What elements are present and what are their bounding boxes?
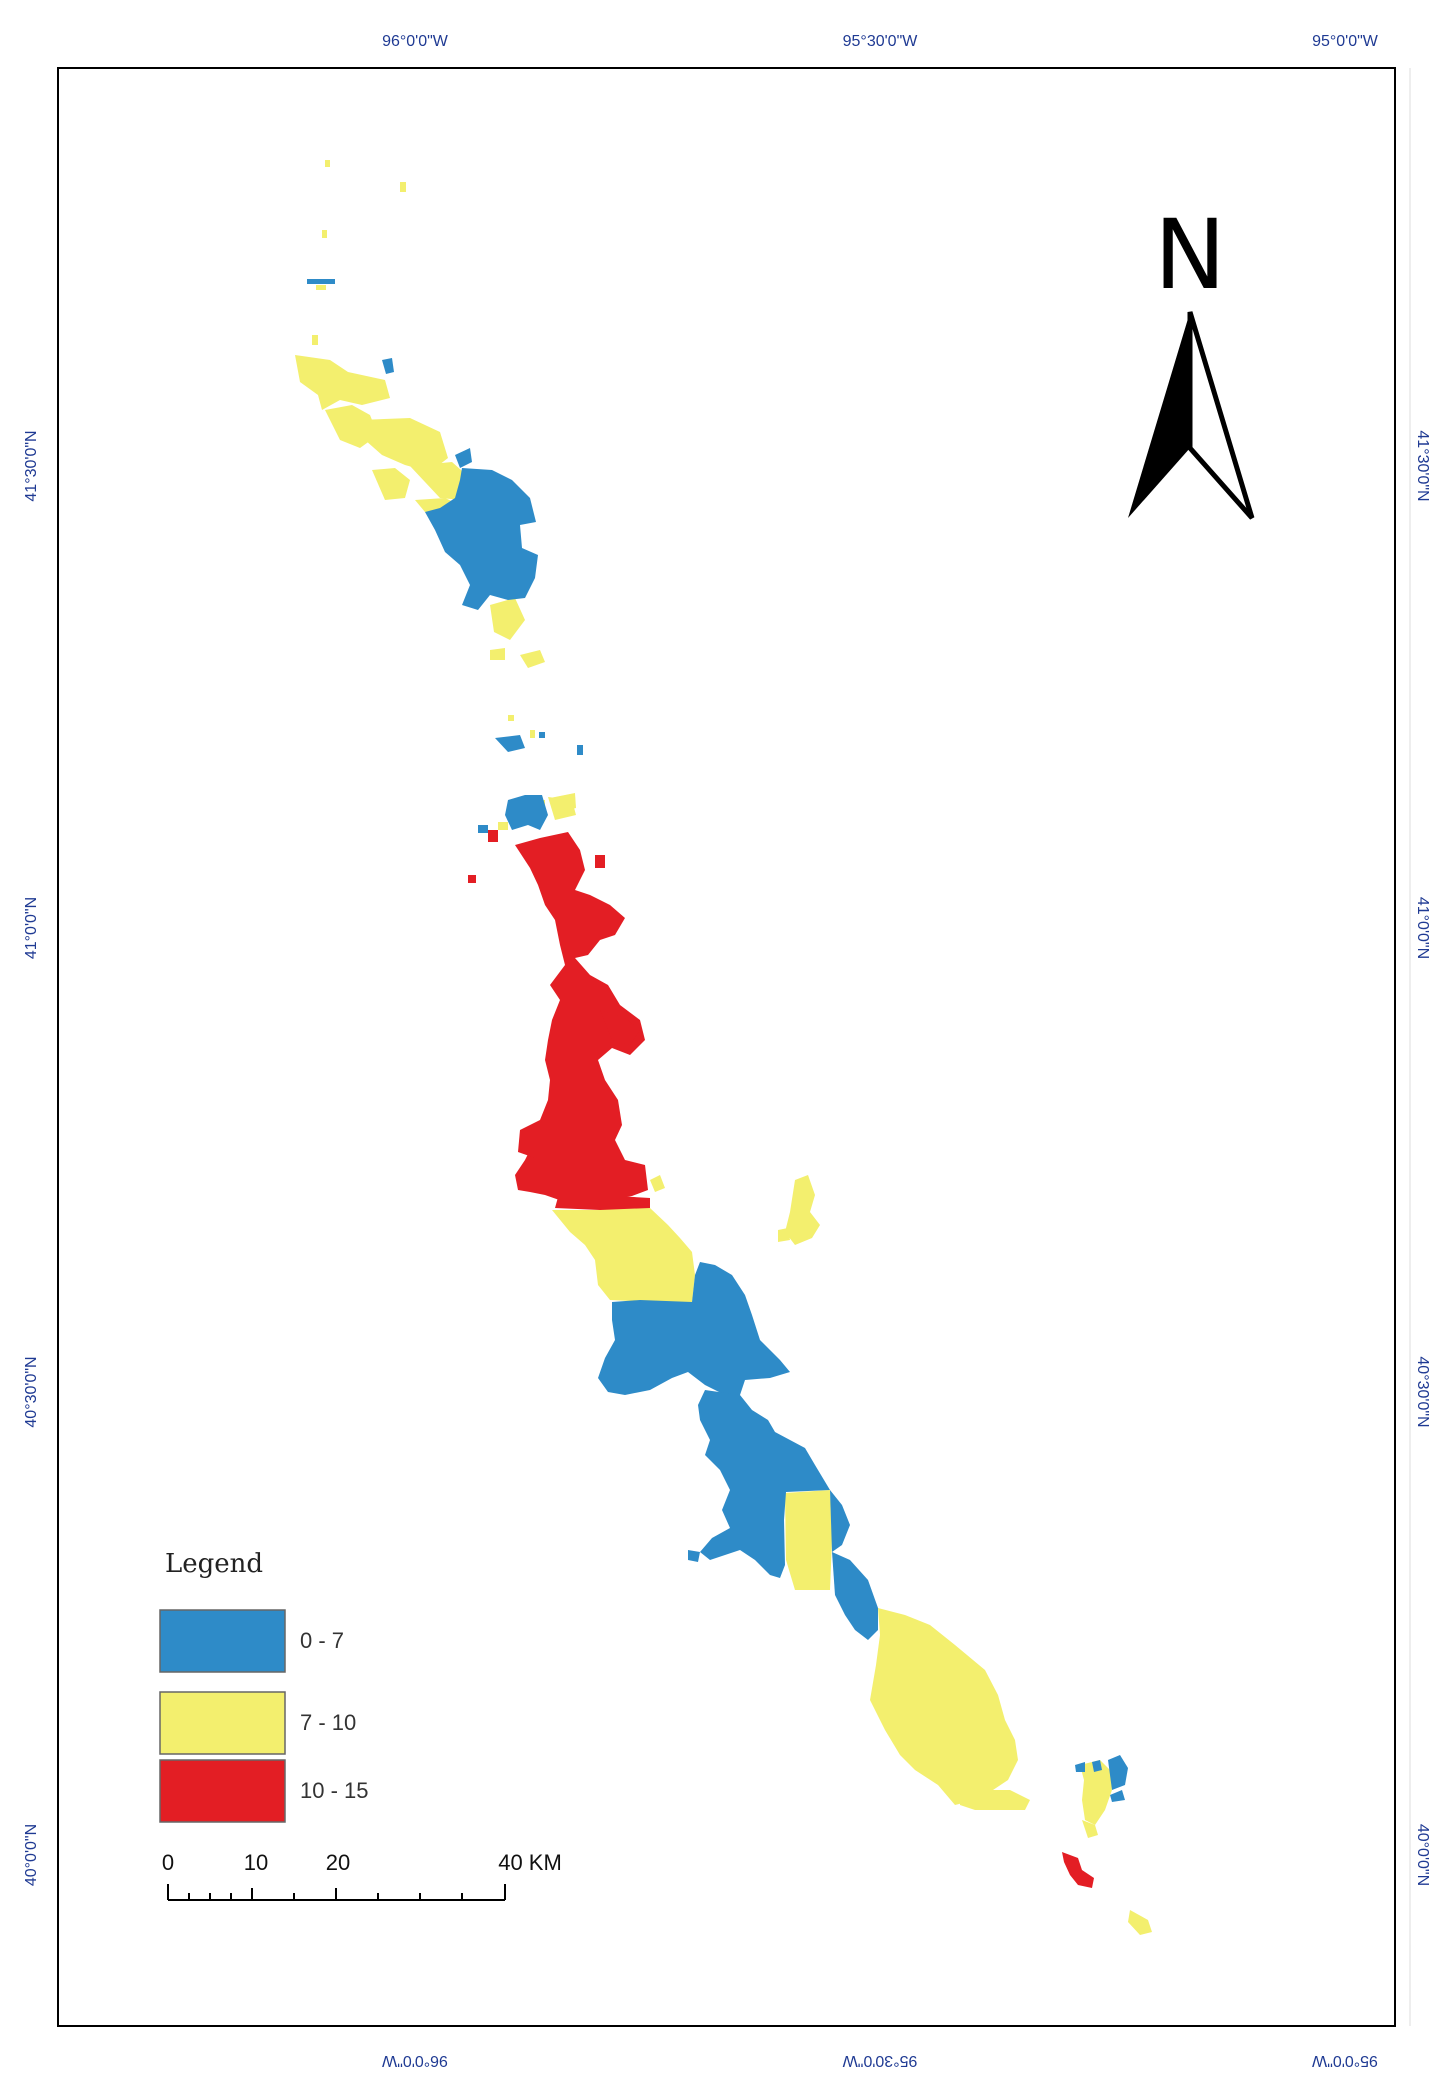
scale-label-20: 20: [326, 1850, 350, 1875]
right-latitude-label: 41°0'0"N: [1414, 897, 1431, 959]
right-latitude-label: 40°0'0"N: [1414, 1824, 1431, 1886]
top-longitude-label: 96°0'0"W: [382, 33, 449, 50]
corridor-regions: [295, 160, 1152, 1935]
left-latitude-label: 41°0'0"N: [23, 897, 40, 959]
region-class-10-15: [468, 830, 1094, 1888]
legend-swatch-10-15: [159, 1759, 286, 1823]
bottom-longitude-label: 96°0'0"W: [381, 2052, 448, 2069]
region-class-7-10: [295, 160, 576, 830]
region-class-0-7: [598, 1262, 1128, 1802]
legend-swatch-0-7: [159, 1609, 286, 1673]
left-latitude-label: 40°30'0"N: [23, 1356, 40, 1427]
north-arrow-left-half: [1128, 312, 1190, 518]
bottom-longitude-label: 95°30'0"W: [842, 2052, 918, 2069]
left-latitude-label: 40°0'0"N: [23, 1824, 40, 1886]
legend: Legend 0 - 7 7 - 10 10 - 15: [159, 1549, 369, 1823]
legend-title: Legend: [165, 1549, 263, 1579]
right-latitude-label: 41°30'0"N: [1414, 430, 1431, 501]
top-longitude-label: 95°30'0"W: [843, 33, 919, 50]
legend-label-0-7: 0 - 7: [300, 1628, 344, 1653]
left-latitude-label: 41°30'0"N: [23, 430, 40, 501]
scale-label-40: 40 KM: [498, 1850, 562, 1875]
north-arrow: N: [1128, 199, 1255, 520]
top-longitude-label: 95°0'0"W: [1312, 33, 1379, 50]
bottom-longitude-label: 95°0'0"W: [1311, 2052, 1378, 2069]
region-class-0-7: [307, 279, 583, 833]
scale-bar: 0 10 20 40 KM: [162, 1850, 562, 1901]
right-latitude-label: 40°30'0"N: [1414, 1356, 1431, 1427]
legend-label-10-15: 10 - 15: [300, 1778, 369, 1803]
scale-bar-ticks: [167, 1884, 506, 1900]
legend-swatch-7-10: [159, 1691, 286, 1755]
scale-label-10: 10: [244, 1850, 268, 1875]
north-letter: N: [1154, 199, 1226, 311]
north-arrow-right-half: [1187, 311, 1255, 520]
legend-label-7-10: 7 - 10: [300, 1710, 356, 1735]
region-class-7-10: [552, 1175, 1152, 1935]
scale-label-0: 0: [162, 1850, 174, 1875]
